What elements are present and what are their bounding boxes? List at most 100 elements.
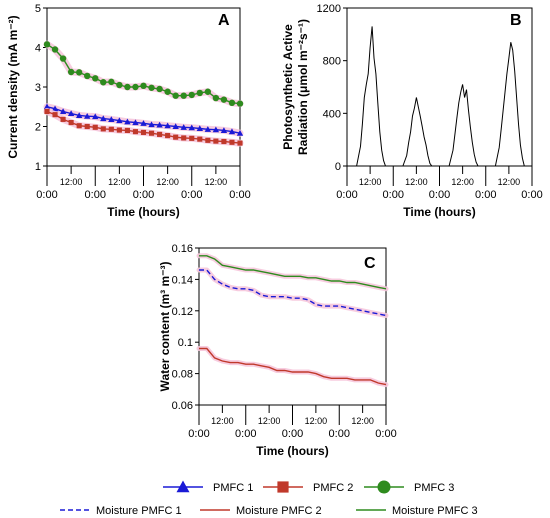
series-band-moisture-pmfc-2 [196, 346, 389, 388]
data-point-pmfc-1 [236, 130, 244, 136]
data-point-pmfc-3 [51, 46, 59, 53]
data-point-pmfc-3 [84, 72, 91, 80]
data-point-pmfc-3 [220, 96, 228, 103]
data-point-pmfc-3 [140, 82, 147, 90]
data-point-pmfc-1 [84, 113, 91, 119]
legend-label: Moisture PMFC 2 [236, 505, 322, 517]
data-point-pmfc-3 [172, 92, 179, 99]
legend-label: Moisture PMFC 1 [96, 505, 182, 517]
data-point-pmfc-2 [52, 112, 58, 118]
data-point-pmfc-2 [197, 136, 203, 142]
data-point-pmfc-3 [212, 94, 220, 102]
x-major-tick-label: 0:00 [336, 189, 357, 201]
data-point-pmfc-2 [84, 123, 90, 130]
x-minor-tick-label: 12:00 [498, 177, 521, 187]
data-point-pmfc-3 [67, 68, 75, 76]
data-point-pmfc-2 [165, 133, 171, 139]
x-major-tick-label: 0:00 [188, 428, 209, 440]
x-minor-tick-label: 12:00 [211, 416, 234, 426]
y-tick-label: 0.14 [172, 274, 193, 286]
data-point-pmfc-3 [236, 100, 244, 107]
data-point-pmfc-3 [108, 78, 115, 86]
y-tick-label: 1 [35, 161, 41, 173]
legend-label: PMFC 3 [414, 482, 454, 494]
data-point-pmfc-1 [43, 103, 51, 110]
x-major-tick-label: 0:00 [133, 189, 154, 201]
x-axis-title: Time (hours) [107, 205, 179, 219]
data-point-pmfc-3 [196, 89, 203, 97]
x-major-tick-label: 0:00 [383, 189, 404, 201]
data-point-pmfc-2 [140, 129, 147, 135]
data-point-pmfc-1 [220, 127, 228, 134]
y-tick-label: 0.1 [178, 337, 193, 349]
data-point-pmfc-2 [148, 130, 155, 136]
series-line-moisture-pmfc-2 [199, 347, 387, 386]
data-point-pmfc-3 [100, 79, 107, 86]
x-minor-tick-label: 12:00 [156, 177, 179, 187]
data-point-pmfc-1 [212, 126, 220, 133]
panel-letter: C [364, 255, 376, 272]
data-point-pmfc-1 [164, 122, 171, 129]
y-tick-label: 0.12 [172, 306, 193, 318]
data-point-pmfc-3 [156, 85, 163, 93]
y-axis-title: Current density (mA m⁻²) [6, 15, 20, 158]
y-axis-title: Water content (m³ m⁻³) [158, 262, 172, 392]
data-point-pmfc-2 [100, 126, 106, 132]
x-major-tick-label: 0:00 [475, 189, 496, 201]
data-point-pmfc-3 [59, 55, 67, 62]
x-minor-tick-label: 12:00 [305, 416, 328, 426]
x-major-tick-label: 0:00 [375, 428, 396, 440]
data-point-pmfc-2 [221, 138, 227, 145]
data-point-pmfc-3 [43, 41, 51, 48]
data-point-pmfc-3 [228, 99, 236, 107]
data-point-pmfc-1 [180, 124, 187, 130]
x-major-tick-label: 0:00 [36, 189, 57, 201]
data-point-pmfc-2 [229, 139, 235, 145]
data-point-pmfc-3 [164, 88, 171, 95]
x-major-tick-label: 0:00 [429, 189, 450, 201]
data-point-pmfc-3 [132, 83, 139, 91]
plot-frame [346, 7, 533, 167]
data-point-pmfc-2 [189, 135, 195, 141]
legend-marker-pmfc-2 [277, 481, 289, 493]
chart-panel-c: 0.06 0.08 0.1 0.12 0.14 0.16 0:00 0:00 0:00 0:00 0… [158, 243, 397, 458]
x-minor-tick-label: 12:00 [359, 177, 382, 187]
data-point-pmfc-2 [157, 131, 163, 137]
data-point-pmfc-3 [75, 69, 83, 76]
panel-letter: A [218, 12, 230, 29]
data-point-pmfc-1 [196, 125, 203, 132]
data-point-pmfc-2 [60, 116, 66, 122]
data-point-pmfc-3 [180, 92, 187, 99]
data-point-pmfc-2 [213, 138, 219, 144]
x-major-tick-label: 0:00 [282, 428, 303, 440]
data-point-pmfc-2 [44, 108, 50, 115]
y-tick-label: 800 [323, 56, 341, 68]
legend: PMFC 1 PMFC 2 PMFC 3 Moisture PMFC 1 Moistur… [60, 480, 478, 517]
data-point-pmfc-2 [132, 129, 139, 135]
y-tick-label: 0.08 [172, 369, 193, 381]
y-tick-label: 400 [323, 108, 341, 120]
data-point-pmfc-1 [100, 115, 107, 122]
x-minor-tick-label: 12:00 [258, 416, 281, 426]
data-point-pmfc-2 [108, 126, 114, 132]
legend-label: Moisture PMFC 3 [392, 505, 478, 517]
data-point-pmfc-1 [116, 117, 123, 124]
data-point-pmfc-1 [228, 128, 236, 135]
x-minor-tick-label: 12:00 [205, 177, 228, 187]
x-major-tick-label: 0:00 [229, 189, 250, 201]
data-point-pmfc-3 [188, 91, 195, 99]
x-minor-tick-label: 12:00 [108, 177, 131, 187]
legend-label: PMFC 1 [213, 482, 253, 494]
data-point-pmfc-1 [148, 121, 155, 128]
data-point-pmfc-2 [116, 127, 122, 133]
x-major-tick-label: 0:00 [85, 189, 106, 201]
y-axis-title: Photosynthetic ActiveRadiation (μmol m⁻²… [281, 19, 310, 155]
data-point-pmfc-3 [124, 83, 131, 91]
y-tick-label: 3 [35, 82, 41, 94]
data-point-pmfc-3 [116, 81, 123, 89]
data-point-pmfc-1 [51, 105, 59, 112]
data-point-pmfc-1 [108, 116, 115, 122]
